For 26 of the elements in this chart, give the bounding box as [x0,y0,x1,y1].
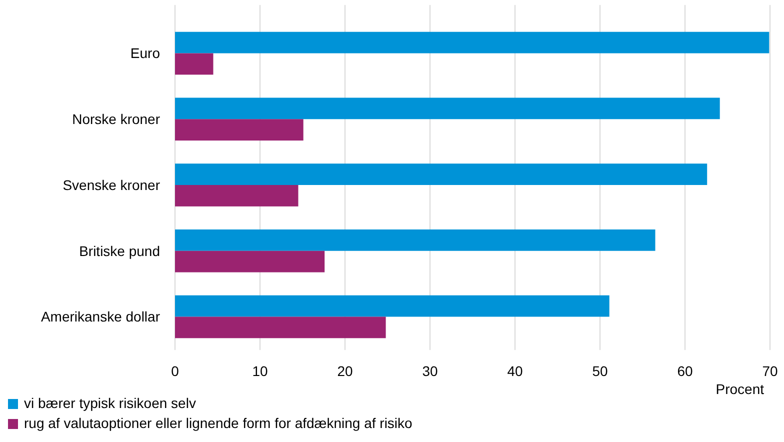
y-tick-label: Britiske pund [79,242,160,259]
legend-label: rug af valutaoptioner eller lignende form for afdækning af risiko [24,415,413,431]
bar [175,229,656,251]
bar [175,250,325,272]
bar [175,316,386,338]
bar [175,98,720,120]
x-tick-label: 30 [422,363,438,379]
x-axis-title: Procent [716,381,764,397]
y-tick-label: Norske kroner [72,111,160,128]
y-tick-label: Euro [130,45,160,62]
y-tick-label: Svenske kroner [62,176,160,193]
bar [175,164,708,185]
bar [175,185,298,206]
bar [175,53,214,75]
y-tick-label: Amerikanske dollar [40,308,160,325]
legend-label: vi bærer typisk risikoen selv [24,395,196,411]
x-tick-label: 40 [507,363,523,379]
x-tick-label: 70 [762,363,778,379]
x-tick-label: 10 [252,363,268,379]
x-tick-label: 0 [171,363,180,379]
bar [175,32,770,54]
x-tick-label: 20 [337,363,353,379]
bar [175,119,304,141]
x-tick-label: 60 [677,363,693,379]
bar [175,295,610,317]
x-tick-label: 50 [592,363,608,379]
